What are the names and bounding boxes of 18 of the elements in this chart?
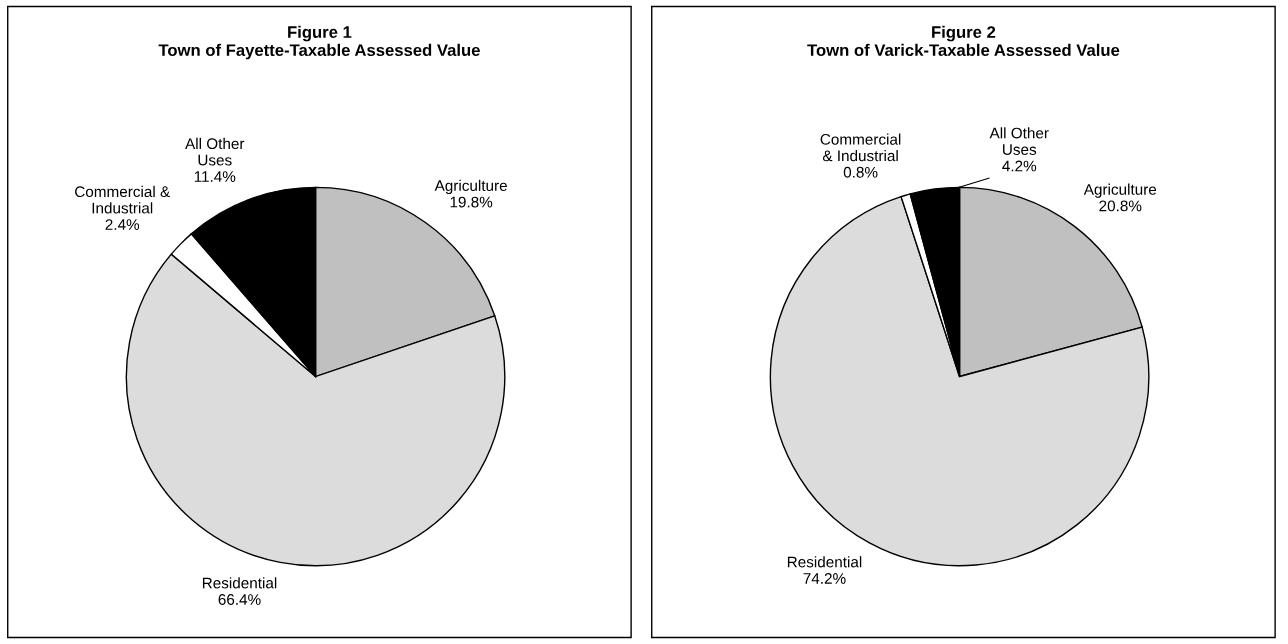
data-label: 19.8% [450, 196, 493, 208]
data-label: 2.4% [105, 219, 140, 230]
data-label: 20.8% [1099, 200, 1142, 212]
data-label: 66.4% [218, 594, 261, 605]
slice-label: All Other Uses [989, 127, 1049, 155]
data-label: 11.4% [194, 171, 236, 182]
slice-label: Residential [787, 556, 862, 568]
slice-label: All Other Uses [185, 137, 245, 166]
data-label: 74.2% [803, 573, 846, 584]
chart-title: Figure 1 Town of Fayette-Taxable Assessed Value [158, 25, 480, 60]
slice-label: Residential [202, 577, 277, 589]
slice-label: Commercial & Industrial [75, 185, 170, 214]
slice-label: Agriculture [434, 179, 507, 195]
data-label: 4.2% [1002, 160, 1037, 172]
slice-label: Agriculture [1083, 183, 1157, 198]
chart-title: Figure 2 Town of Varick-Taxable Assessed Value [807, 25, 1120, 57]
data-label: 0.8% [843, 166, 878, 178]
slice-label: Commercial & Industrial [820, 133, 901, 162]
